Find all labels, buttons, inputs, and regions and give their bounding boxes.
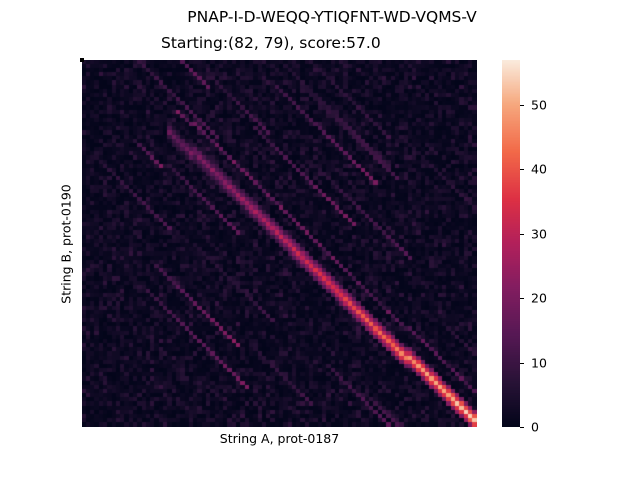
x-axis-label: String A, prot-0187: [219, 431, 340, 446]
colorbar-tick-label: 20: [531, 290, 547, 306]
chart-subtitle: Starting:(82, 79), score:57.0: [161, 34, 381, 52]
colorbar-tick-label: 10: [531, 355, 547, 371]
colorbar-tick-label: 0: [531, 419, 539, 435]
start-marker: [80, 58, 84, 62]
chart-title: PNAP-I-D-WEQQ-YTIQFNT-WD-VQMS-V: [187, 8, 477, 26]
colorbar-tick-mark: [520, 298, 524, 300]
heatmap-plot: [82, 60, 477, 427]
colorbar: [502, 60, 520, 427]
colorbar-ticks: 0 10 20 30 40 50: [520, 60, 580, 435]
colorbar-tick-mark: [520, 233, 524, 235]
colorbar-tick-mark: [520, 105, 524, 107]
colorbar-tick-label: 30: [531, 226, 547, 242]
colorbar-tick-mark: [520, 362, 524, 364]
colorbar-tick-mark: [520, 427, 524, 428]
y-axis-label: String B, prot-0190: [58, 184, 74, 304]
colorbar-tick-label: 40: [531, 161, 547, 177]
colorbar-tick-mark: [520, 169, 524, 171]
colorbar-tick-label: 50: [531, 97, 547, 113]
